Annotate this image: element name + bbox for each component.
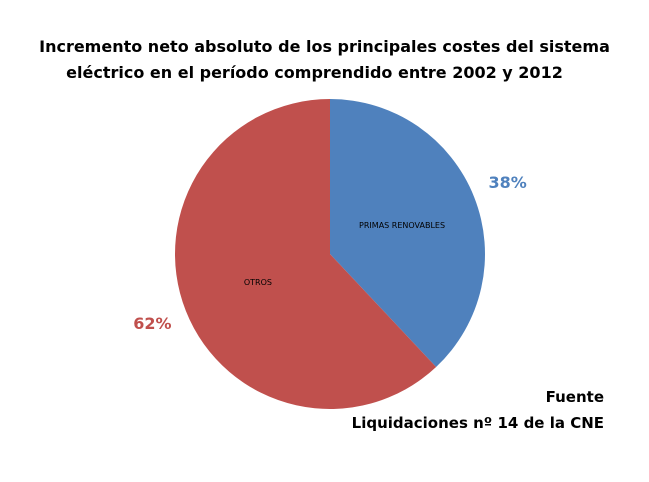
source-heading: Fuente xyxy=(545,388,604,406)
slice-label-otros: OTROS xyxy=(244,278,272,287)
slice-label-primas-renovables: PRIMAS RENOVABLES xyxy=(359,221,445,230)
chart-title: Incremento neto absoluto de los principa… xyxy=(0,34,649,86)
chart-title-line-2: eléctrico en el período comprendido entr… xyxy=(66,63,563,82)
source-text: Liquidaciones nº 14 de la CNE xyxy=(351,414,604,432)
percent-label-primas-renovables: 38% xyxy=(488,173,526,192)
pie-slice-primas-renovables xyxy=(330,99,486,367)
chart-title-line-1: Incremento neto absoluto de los principa… xyxy=(39,37,610,56)
percent-label-otros: 62% xyxy=(133,314,171,333)
pie-slice-otros xyxy=(175,99,437,409)
